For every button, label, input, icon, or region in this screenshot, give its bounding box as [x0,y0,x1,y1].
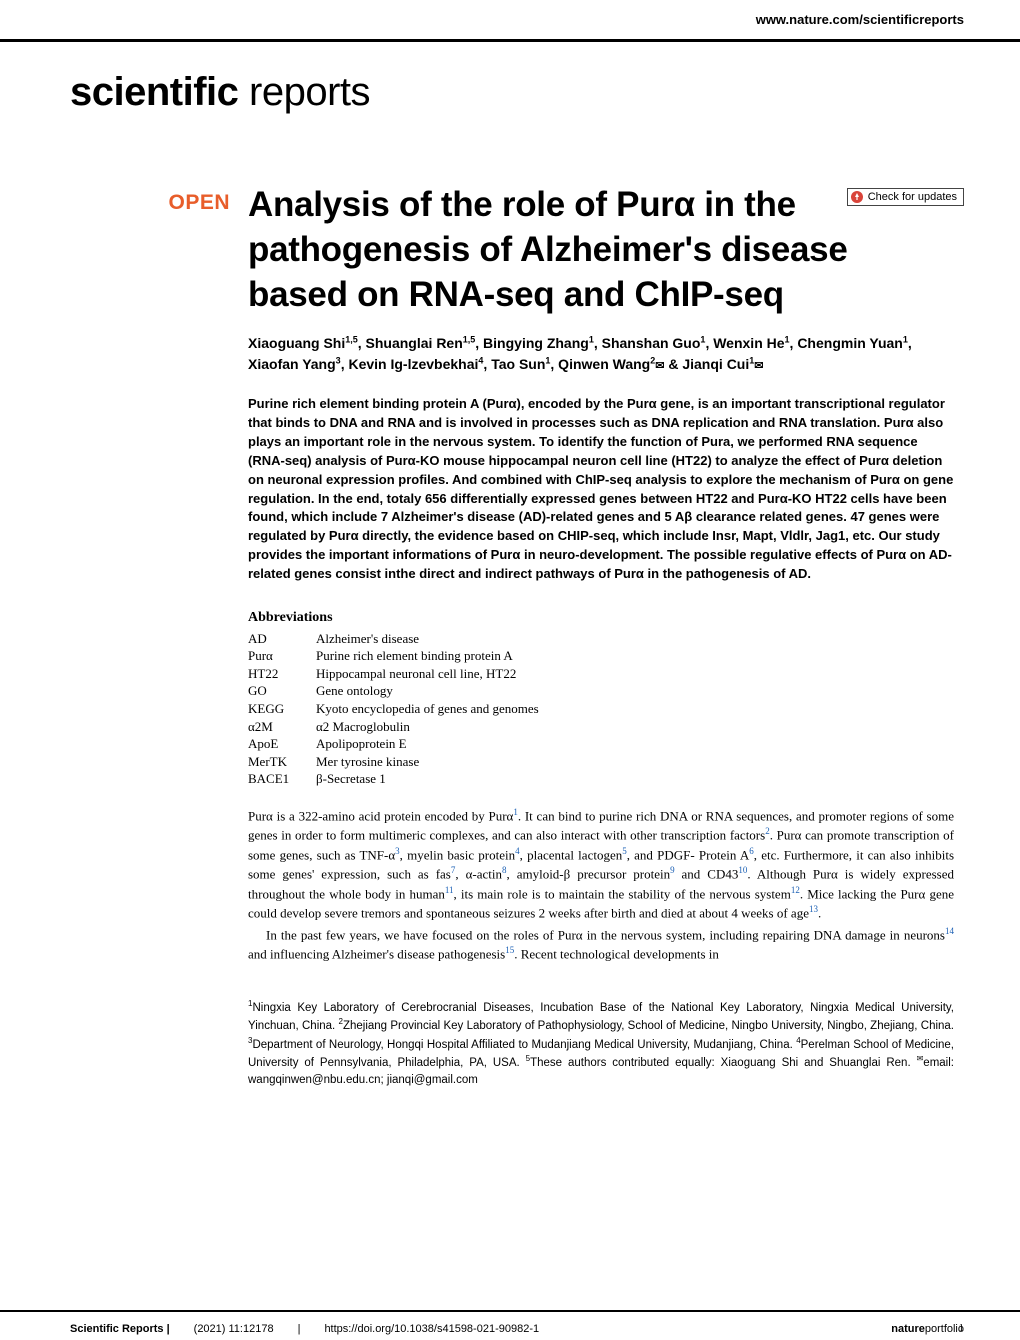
author-list: Xiaoguang Shi1,5, Shuanglai Ren1,5, Bing… [248,333,954,375]
abbrev-row: GOGene ontology [248,682,954,700]
abbrev-key: α2M [248,718,316,736]
site-url[interactable]: www.nature.com/scientificreports [756,12,964,27]
page-number: 1 [959,1322,965,1334]
abbrev-value: Mer tyrosine kinase [316,753,419,771]
logo-bold: scientific [70,70,238,114]
main-column: Analysis of the role of Purα in the path… [248,183,964,1089]
abbrev-value: Alzheimer's disease [316,630,419,648]
abbrev-row: BACE1β-Secretase 1 [248,770,954,788]
footer-sep: | [298,1323,301,1335]
abbrev-value: α2 Macroglobulin [316,718,410,736]
abbrev-row: MerTKMer tyrosine kinase [248,753,954,771]
journal-logo: scientific reports [70,70,1020,115]
abbrev-value: Purine rich element binding protein A [316,647,513,665]
check-updates-button[interactable]: Check for updates [847,188,964,206]
abbrev-key: AD [248,630,316,648]
check-updates-label: Check for updates [868,191,957,203]
footer-doi[interactable]: https://doi.org/10.1038/s41598-021-90982… [324,1323,539,1335]
content: OPEN Analysis of the role of Purα in the… [70,183,964,1089]
logo-light: reports [238,70,370,114]
abbrev-row: PurαPurine rich element binding protein … [248,647,954,665]
footer-citation: (2021) 11:12178 [194,1323,274,1335]
body-p2: In the past few years, we have focused o… [248,925,954,964]
body-p1: Purα is a 322-amino acid protein encoded… [248,806,954,923]
abbrev-value: Kyoto encyclopedia of genes and genomes [316,700,539,718]
abbrev-table: ADAlzheimer's diseasePurαPurine rich ele… [248,630,954,788]
abbrev-key: GO [248,682,316,700]
abbrev-key: Purα [248,647,316,665]
abbrev-value: Apolipoprotein E [316,735,407,753]
abbrev-value: Gene ontology [316,682,393,700]
open-column: OPEN [70,183,230,1089]
abbrev-row: KEGGKyoto encyclopedia of genes and geno… [248,700,954,718]
header-bar: www.nature.com/scientificreports [0,0,1020,42]
publisher-bold: nature [891,1323,925,1335]
abbrev-row: ADAlzheimer's disease [248,630,954,648]
abbrev-key: BACE1 [248,770,316,788]
updates-icon [850,190,864,204]
abbrev-key: MerTK [248,753,316,771]
footer-left: Scientific Reports | (2021) 11:12178 | h… [70,1323,539,1335]
abbrev-row: ApoEApolipoprotein E [248,735,954,753]
abbrev-key: ApoE [248,735,316,753]
abbrev-heading: Abbreviations [248,610,954,626]
abbrev-row: α2Mα2 Macroglobulin [248,718,954,736]
footer: Scientific Reports | (2021) 11:12178 | h… [0,1310,1020,1340]
footer-journal: Scientific Reports | [70,1323,170,1335]
affiliations: 1Ningxia Key Laboratory of Cerebrocrania… [248,998,954,1089]
abbrev-value: Hippocampal neuronal cell line, HT22 [316,665,516,683]
abstract: Purine rich element binding protein A (P… [248,395,954,583]
body-text: Purα is a 322-amino acid protein encoded… [248,806,954,964]
publisher-logo: natureportfolio [891,1323,964,1335]
abbrev-key: KEGG [248,700,316,718]
abbrev-value: β-Secretase 1 [316,770,386,788]
open-badge: OPEN [168,191,230,214]
abbrev-row: HT22Hippocampal neuronal cell line, HT22 [248,665,954,683]
abbrev-key: HT22 [248,665,316,683]
